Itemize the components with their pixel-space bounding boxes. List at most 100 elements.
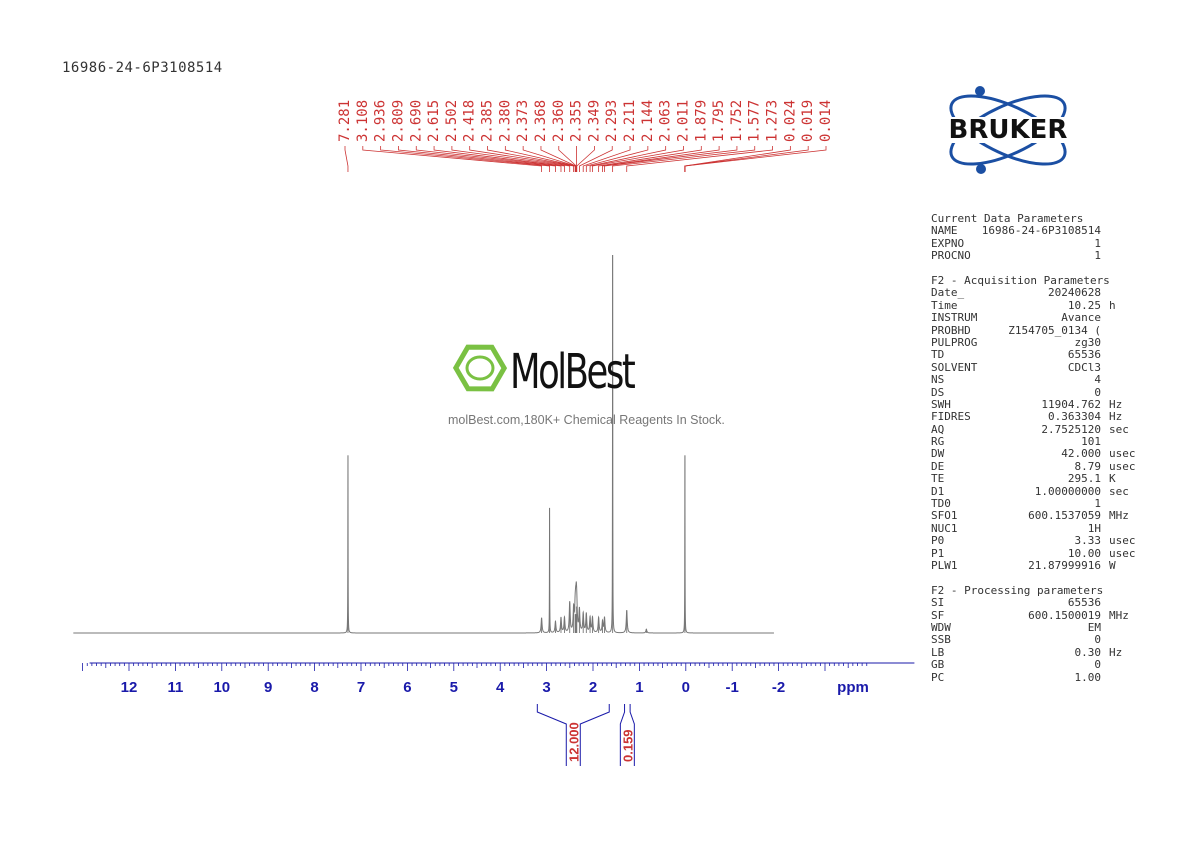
param-value: 600.1537059	[1028, 509, 1101, 523]
spectrum-trace-group	[73, 254, 774, 634]
param-row: PROBHD Z154705_0134 (	[931, 323, 1171, 337]
peak-label: 2.368	[533, 100, 549, 142]
param-value: Z154705_0134 (	[1008, 323, 1101, 337]
acquisition-params-rows: Date_ 20240628 Time 10.25 h INSTRUM Avance PROB…	[931, 286, 1171, 572]
x-tick-label: 6	[403, 679, 411, 696]
x-tick-label: 2	[589, 679, 597, 696]
param-row: P1 10.00 usec	[931, 546, 1171, 560]
param-key: SWH	[931, 397, 951, 411]
peak-label: 1.752	[729, 100, 745, 142]
peak-label: 1.577	[747, 100, 763, 142]
integral-label: 12.000	[566, 722, 581, 762]
param-key: AQ	[931, 422, 945, 436]
param-unit: MHz	[1109, 509, 1129, 523]
integral-group: 12.000 0.159	[536, 704, 635, 766]
param-key: PLW1	[931, 558, 958, 572]
param-key: SFO1	[931, 509, 958, 523]
param-unit: Hz	[1109, 645, 1123, 659]
peak-label: 2.385	[480, 100, 496, 142]
param-unit: sec	[1109, 422, 1129, 436]
param-value: 10.00	[1067, 546, 1101, 560]
param-value: 0	[1094, 633, 1101, 647]
param-unit: MHz	[1109, 608, 1129, 622]
param-value: 1	[1094, 497, 1101, 511]
param-key: SOLVENT	[931, 360, 978, 374]
peak-label: 2.360	[551, 100, 567, 142]
param-row: SWH 11904.762 Hz	[931, 397, 1171, 411]
peak-label: 0.014	[818, 100, 834, 142]
x-tick-label: 1	[635, 679, 643, 696]
param-key: SSB	[931, 633, 951, 647]
peak-label: 2.063	[658, 100, 674, 142]
param-row: TD 65536	[931, 348, 1171, 361]
param-value: 0	[1094, 658, 1101, 672]
peak-label: 2.809	[390, 100, 406, 142]
param-value: 8.79	[1074, 459, 1102, 473]
x-axis: 12 11 10 9 8 7 6 5 4 3 2 1 0 -1 -2 ppm	[82, 662, 915, 696]
integral-bracket	[619, 704, 635, 766]
param-value: Avance	[1061, 311, 1101, 325]
param-row: PROCNO 1	[931, 249, 1171, 262]
param-value: 1	[1094, 236, 1101, 250]
acquisition-params-title: F2 - Acquisition Parameters	[931, 273, 1110, 287]
param-value: 1.00	[1074, 670, 1102, 684]
watermark: MolBest molBest.com,180K+ Chemical Reage…	[440, 340, 750, 435]
param-key: Date_	[931, 286, 965, 300]
spectrum-trace	[73, 254, 774, 634]
peak-connector	[592, 146, 684, 172]
processing-params-rows: SI 65536 SF 600.1500019 MHz WDW EM SSB 0 LB 0.30 Hz…	[931, 596, 1171, 684]
peak-connector	[362, 146, 542, 172]
param-key: PULPROG	[931, 335, 978, 349]
peak-label: 2.418	[462, 100, 478, 142]
param-row: FIDRES 0.363304 Hz	[931, 410, 1171, 423]
x-tick-label: -1	[726, 679, 739, 696]
param-key: P0	[931, 534, 945, 548]
peak-connector	[598, 146, 702, 172]
param-value: zg30	[1074, 335, 1102, 349]
param-value: 2.7525120	[1041, 422, 1101, 436]
param-row: GB 0	[931, 658, 1171, 672]
peak-label: 1.273	[765, 100, 781, 142]
param-key: RG	[931, 435, 945, 449]
peak-label: 7.281	[337, 100, 353, 142]
peak-label: 2.349	[586, 100, 602, 142]
peak-connector	[604, 146, 738, 172]
param-value: 65536	[1067, 596, 1101, 610]
peak-label: 2.211	[622, 100, 638, 142]
param-key: DS	[931, 385, 945, 399]
x-tick-label: 3	[542, 679, 550, 696]
integral-bracket	[536, 704, 610, 766]
param-row: SFO1 600.1537059 MHz	[931, 509, 1171, 523]
param-value: 21.87999916	[1028, 558, 1101, 572]
peak-label: 2.502	[444, 100, 460, 142]
processing-params-title: F2 - Processing parameters	[931, 583, 1104, 597]
param-value: 295.1	[1067, 472, 1101, 486]
param-key: NUC1	[931, 521, 958, 535]
x-axis-label: ppm	[837, 679, 869, 696]
param-row: INSTRUM Avance	[931, 311, 1171, 325]
peak-connector	[451, 146, 571, 172]
param-row: NS 4	[931, 373, 1171, 387]
x-tick-label: 0	[682, 679, 690, 696]
param-row: SF 600.1500019 MHz	[931, 608, 1171, 622]
param-value: 3.33	[1074, 534, 1102, 548]
param-value: 1.00000000	[1034, 484, 1101, 498]
param-value: 600.1500019	[1028, 608, 1101, 622]
param-row: P0 3.33 usec	[931, 534, 1171, 548]
param-key: SF	[931, 608, 945, 622]
peak-connector	[602, 146, 720, 172]
peak-connector	[684, 146, 827, 172]
peak-connector	[589, 146, 667, 172]
peak-label: 3.108	[355, 100, 371, 142]
param-unit: Hz	[1109, 397, 1123, 411]
current-params-rows: NAME 16986-24-6P3108514 EXPNO 1 PROCNO 1	[931, 224, 1171, 262]
param-row: NUC1 1H	[931, 521, 1171, 535]
peak-connector	[380, 146, 550, 172]
param-value: 4	[1094, 373, 1101, 387]
peak-label: 2.690	[408, 100, 424, 142]
param-value: 10.25	[1067, 298, 1101, 312]
param-unit: usec	[1109, 546, 1136, 560]
param-key: Time	[931, 298, 958, 312]
param-value: 42.000	[1061, 447, 1101, 461]
param-unit: sec	[1109, 484, 1129, 498]
